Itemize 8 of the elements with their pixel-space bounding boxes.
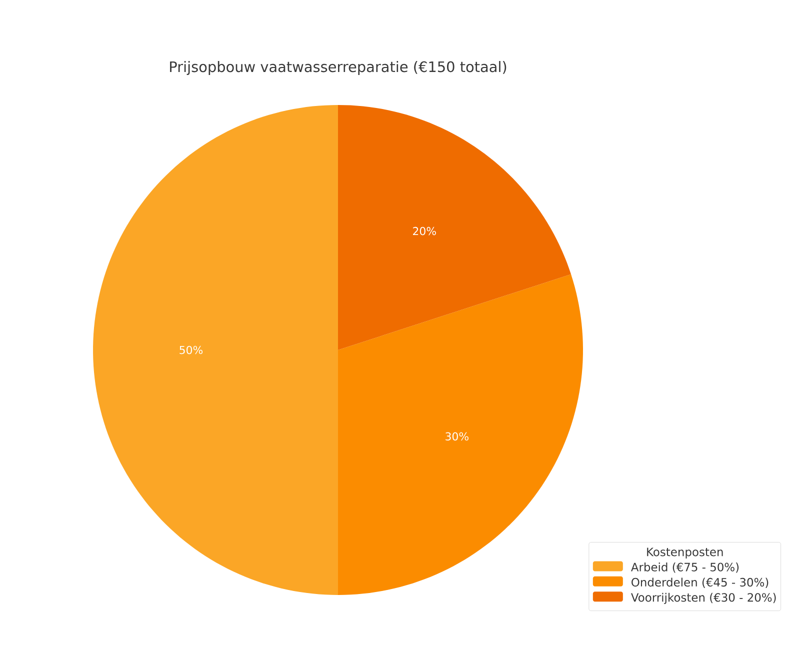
data-label: 30%	[446, 432, 468, 441]
data-label: 20%	[413, 226, 436, 236]
chart-title: Prijsopbouw vaatwasserreparatie (€150 totaal)	[170, 61, 506, 75]
legend-title: Kostenposten	[647, 548, 723, 558]
legend-label: Arbeid (€75 - 50%)	[631, 562, 739, 573]
data-label: 50%	[180, 346, 203, 354]
legend-label: Onderdelen (€45 - 30%)	[632, 578, 768, 588]
legend-label: Voorrijkosten (€30 - 20%)	[631, 592, 776, 604]
